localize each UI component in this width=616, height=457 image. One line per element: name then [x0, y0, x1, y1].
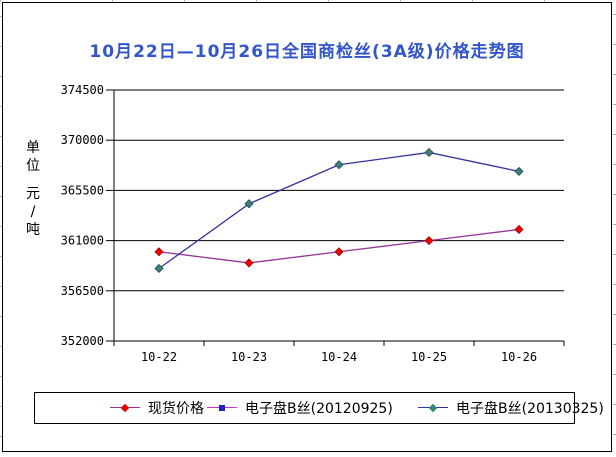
y-tick-label: 370000 [61, 133, 104, 147]
legend-swatch [110, 403, 140, 413]
price-trend-chart: 352000 356500 361000 365500 370000 374500 10-2… [61, 83, 565, 364]
data-point-diamond [154, 263, 164, 274]
data-point-diamond [154, 247, 164, 257]
x-tick-label: 10-24 [321, 350, 357, 364]
data-point-diamond [244, 258, 254, 268]
x-tick-label: 10-26 [501, 350, 537, 364]
data-point-diamond [244, 199, 254, 209]
x-tick-label: 10-25 [411, 350, 447, 364]
legend-item-spot-price: 现货价格 [110, 393, 204, 423]
legend-label: 电子盘B丝(20120925) [245, 401, 393, 417]
legend-item-eboard-b-20130325: 电子盘B丝(20130325) [418, 393, 604, 423]
chart-object-frame: 10月22日—10月26日全国商检丝(3A级)价格走势图 单位元 / 吨 35200… [2, 2, 612, 452]
data-point-diamond [424, 147, 434, 158]
x-tick-label: 10-23 [231, 350, 267, 364]
x-tick-label: 10-22 [141, 350, 177, 364]
legend-label: 现货价格 [148, 401, 204, 417]
data-point-diamond [514, 166, 524, 177]
chart-title: 10月22日—10月26日全国商检丝(3A级)价格走势图 [89, 42, 525, 62]
data-point-diamond [334, 247, 344, 257]
y-tick-label: 374500 [61, 83, 104, 97]
diamond-marker-icon [428, 403, 438, 413]
y-tick-label: 352000 [61, 334, 104, 348]
y-tick-label: 365500 [61, 183, 104, 197]
diamond-marker-icon [120, 403, 130, 413]
y-axis-title-char: 元 [26, 186, 40, 202]
y-axis-title-char: 位 [26, 158, 40, 174]
square-marker-icon [219, 405, 225, 411]
legend-item-eboard-b-20120925: 电子盘B丝(20120925) [207, 393, 393, 423]
legend: 现货价格 电子盘B丝(20120925) 电子盘B丝(20130325) [34, 392, 604, 424]
y-axis-title-char: / [30, 204, 36, 220]
y-axis-title-char: 吨 [26, 222, 40, 238]
y-axis-title-char: 单 [26, 140, 40, 156]
y-axis-title: 单位元 / 吨 [23, 139, 43, 239]
data-point-diamond [514, 224, 524, 235]
y-tick-label: 361000 [61, 234, 104, 248]
data-point-diamond [334, 160, 344, 170]
legend-swatch [418, 403, 448, 413]
data-point-diamond [424, 236, 434, 246]
y-tick-label: 356500 [61, 284, 104, 298]
legend-label: 电子盘B丝(20130325) [456, 401, 604, 417]
series-line [158, 228, 520, 264]
legend-swatch [207, 403, 237, 413]
